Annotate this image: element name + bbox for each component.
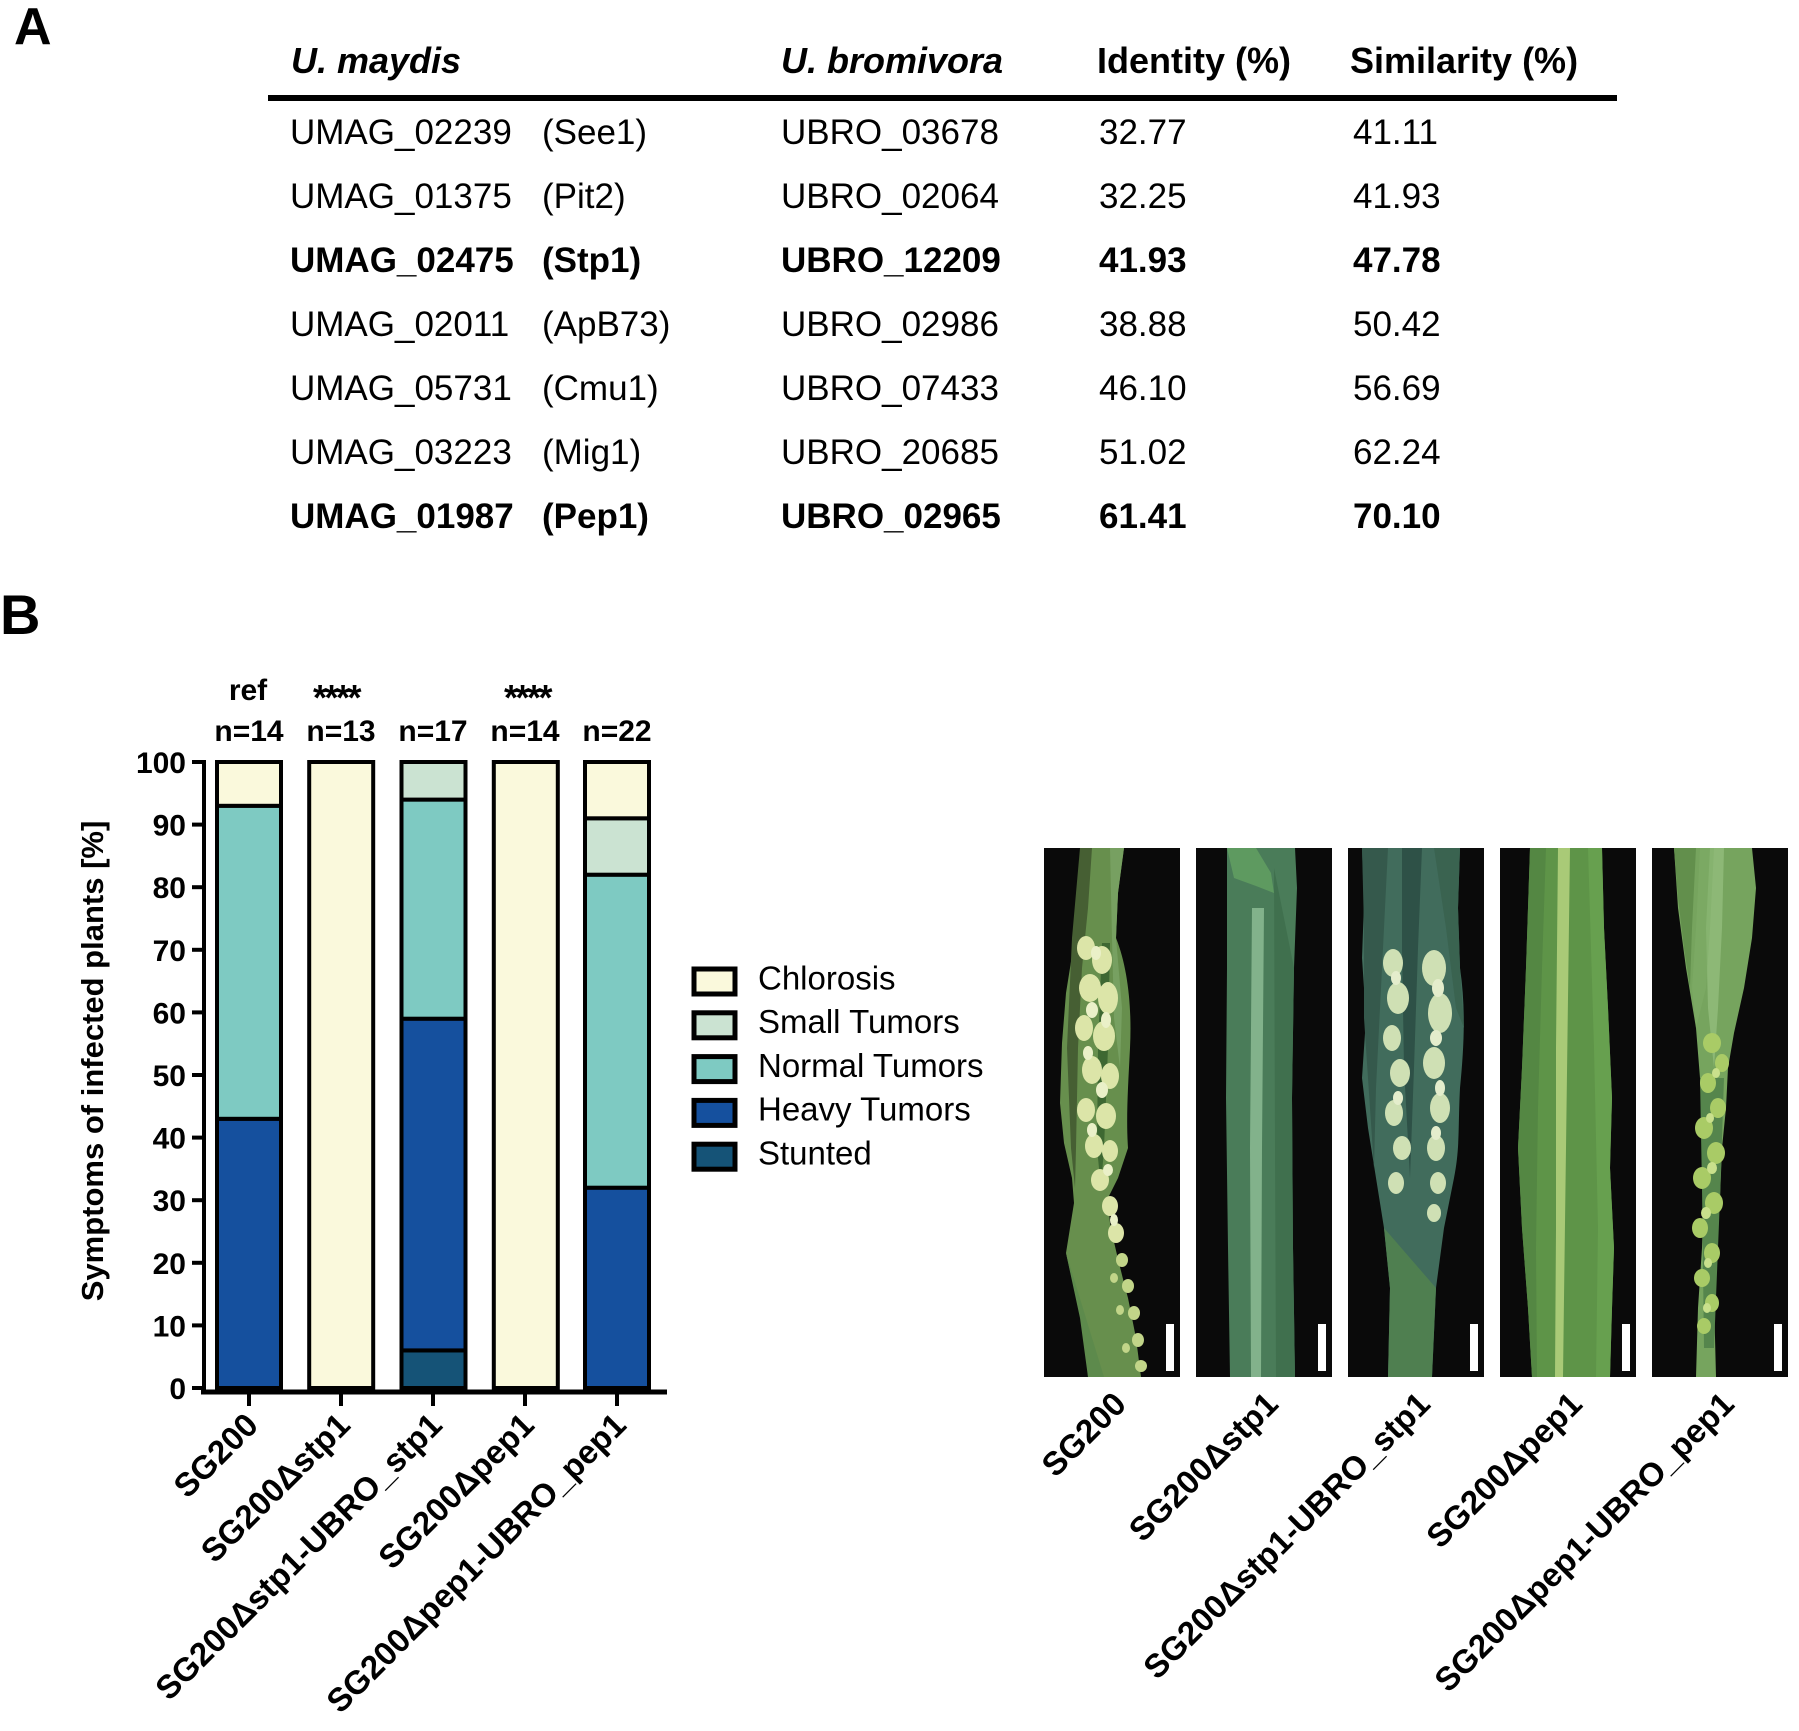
svg-text:Chlorosis: Chlorosis: [758, 959, 896, 996]
svg-text:Symptoms of infected plants [%: Symptoms of infected plants [%]: [75, 821, 110, 1302]
svg-text:(ApB73): (ApB73): [542, 305, 670, 344]
svg-text:n=14: n=14: [214, 715, 284, 748]
svg-text:ref: ref: [229, 674, 268, 707]
svg-text:UMAG_02239: UMAG_02239: [290, 113, 512, 152]
svg-text:n=13: n=13: [306, 715, 375, 748]
svg-text:80: 80: [153, 872, 186, 905]
svg-text:A: A: [14, 0, 52, 56]
svg-text:UMAG_02475: UMAG_02475: [290, 241, 514, 280]
svg-text:(Pit2): (Pit2): [542, 177, 626, 216]
svg-text:41.93: 41.93: [1353, 177, 1441, 216]
svg-text:50: 50: [153, 1060, 186, 1093]
svg-text:38.88: 38.88: [1099, 305, 1187, 344]
svg-text:32.25: 32.25: [1099, 177, 1187, 216]
svg-text:70: 70: [153, 935, 186, 968]
svg-text:10: 10: [153, 1310, 186, 1343]
svg-text:46.10: 46.10: [1099, 369, 1187, 408]
svg-text:UMAG_02011: UMAG_02011: [290, 305, 509, 344]
svg-text:(Cmu1): (Cmu1): [542, 369, 659, 408]
svg-text:Small Tumors: Small Tumors: [758, 1003, 960, 1040]
svg-text:UMAG_01375: UMAG_01375: [290, 177, 512, 216]
svg-text:Stunted: Stunted: [758, 1135, 872, 1172]
svg-text:U. maydis: U. maydis: [291, 40, 461, 81]
svg-text:n=17: n=17: [398, 715, 467, 748]
svg-text:51.02: 51.02: [1099, 433, 1187, 472]
svg-text:56.69: 56.69: [1353, 369, 1441, 408]
svg-text:Heavy Tumors: Heavy Tumors: [758, 1091, 971, 1128]
svg-text:U. bromivora: U. bromivora: [781, 40, 1003, 81]
svg-text:41.11: 41.11: [1353, 113, 1438, 152]
svg-text:47.78: 47.78: [1353, 241, 1441, 280]
svg-text:UBRO_02064: UBRO_02064: [781, 177, 999, 216]
svg-text:(Stp1): (Stp1): [542, 241, 641, 280]
svg-text:(Mig1): (Mig1): [542, 433, 641, 472]
svg-text:61.41: 61.41: [1099, 497, 1187, 536]
svg-text:40: 40: [153, 1123, 186, 1156]
svg-text:20: 20: [153, 1248, 186, 1281]
svg-text:n=14: n=14: [490, 715, 560, 748]
svg-text:UBRO_03678: UBRO_03678: [781, 113, 999, 152]
svg-text:(See1): (See1): [542, 113, 647, 152]
svg-text:UBRO_20685: UBRO_20685: [781, 433, 999, 472]
svg-text:30: 30: [153, 1185, 186, 1218]
svg-text:50.42: 50.42: [1353, 305, 1441, 344]
svg-text:70.10: 70.10: [1353, 497, 1441, 536]
svg-text:****: ****: [504, 677, 553, 718]
svg-text:Normal Tumors: Normal Tumors: [758, 1047, 984, 1084]
svg-text:UMAG_01987: UMAG_01987: [290, 497, 514, 536]
svg-text:60: 60: [153, 997, 186, 1030]
svg-text:62.24: 62.24: [1353, 433, 1441, 472]
svg-text:B: B: [0, 583, 40, 646]
svg-text:UBRO_07433: UBRO_07433: [781, 369, 999, 408]
svg-text:Identity (%): Identity (%): [1097, 40, 1291, 81]
svg-text:(Pep1): (Pep1): [542, 497, 649, 536]
svg-text:32.77: 32.77: [1099, 113, 1187, 152]
svg-text:90: 90: [153, 810, 186, 843]
svg-text:UMAG_05731: UMAG_05731: [290, 369, 512, 408]
svg-text:n=22: n=22: [582, 715, 651, 748]
svg-text:UBRO_02986: UBRO_02986: [781, 305, 999, 344]
svg-text:41.93: 41.93: [1099, 241, 1187, 280]
svg-text:100: 100: [136, 747, 186, 780]
svg-text:Similarity (%): Similarity (%): [1350, 40, 1578, 81]
svg-text:****: ****: [313, 677, 362, 718]
svg-text:UMAG_03223: UMAG_03223: [290, 433, 512, 472]
svg-text:0: 0: [169, 1373, 186, 1406]
svg-text:UBRO_12209: UBRO_12209: [781, 241, 1001, 280]
svg-text:UBRO_02965: UBRO_02965: [781, 497, 1001, 536]
